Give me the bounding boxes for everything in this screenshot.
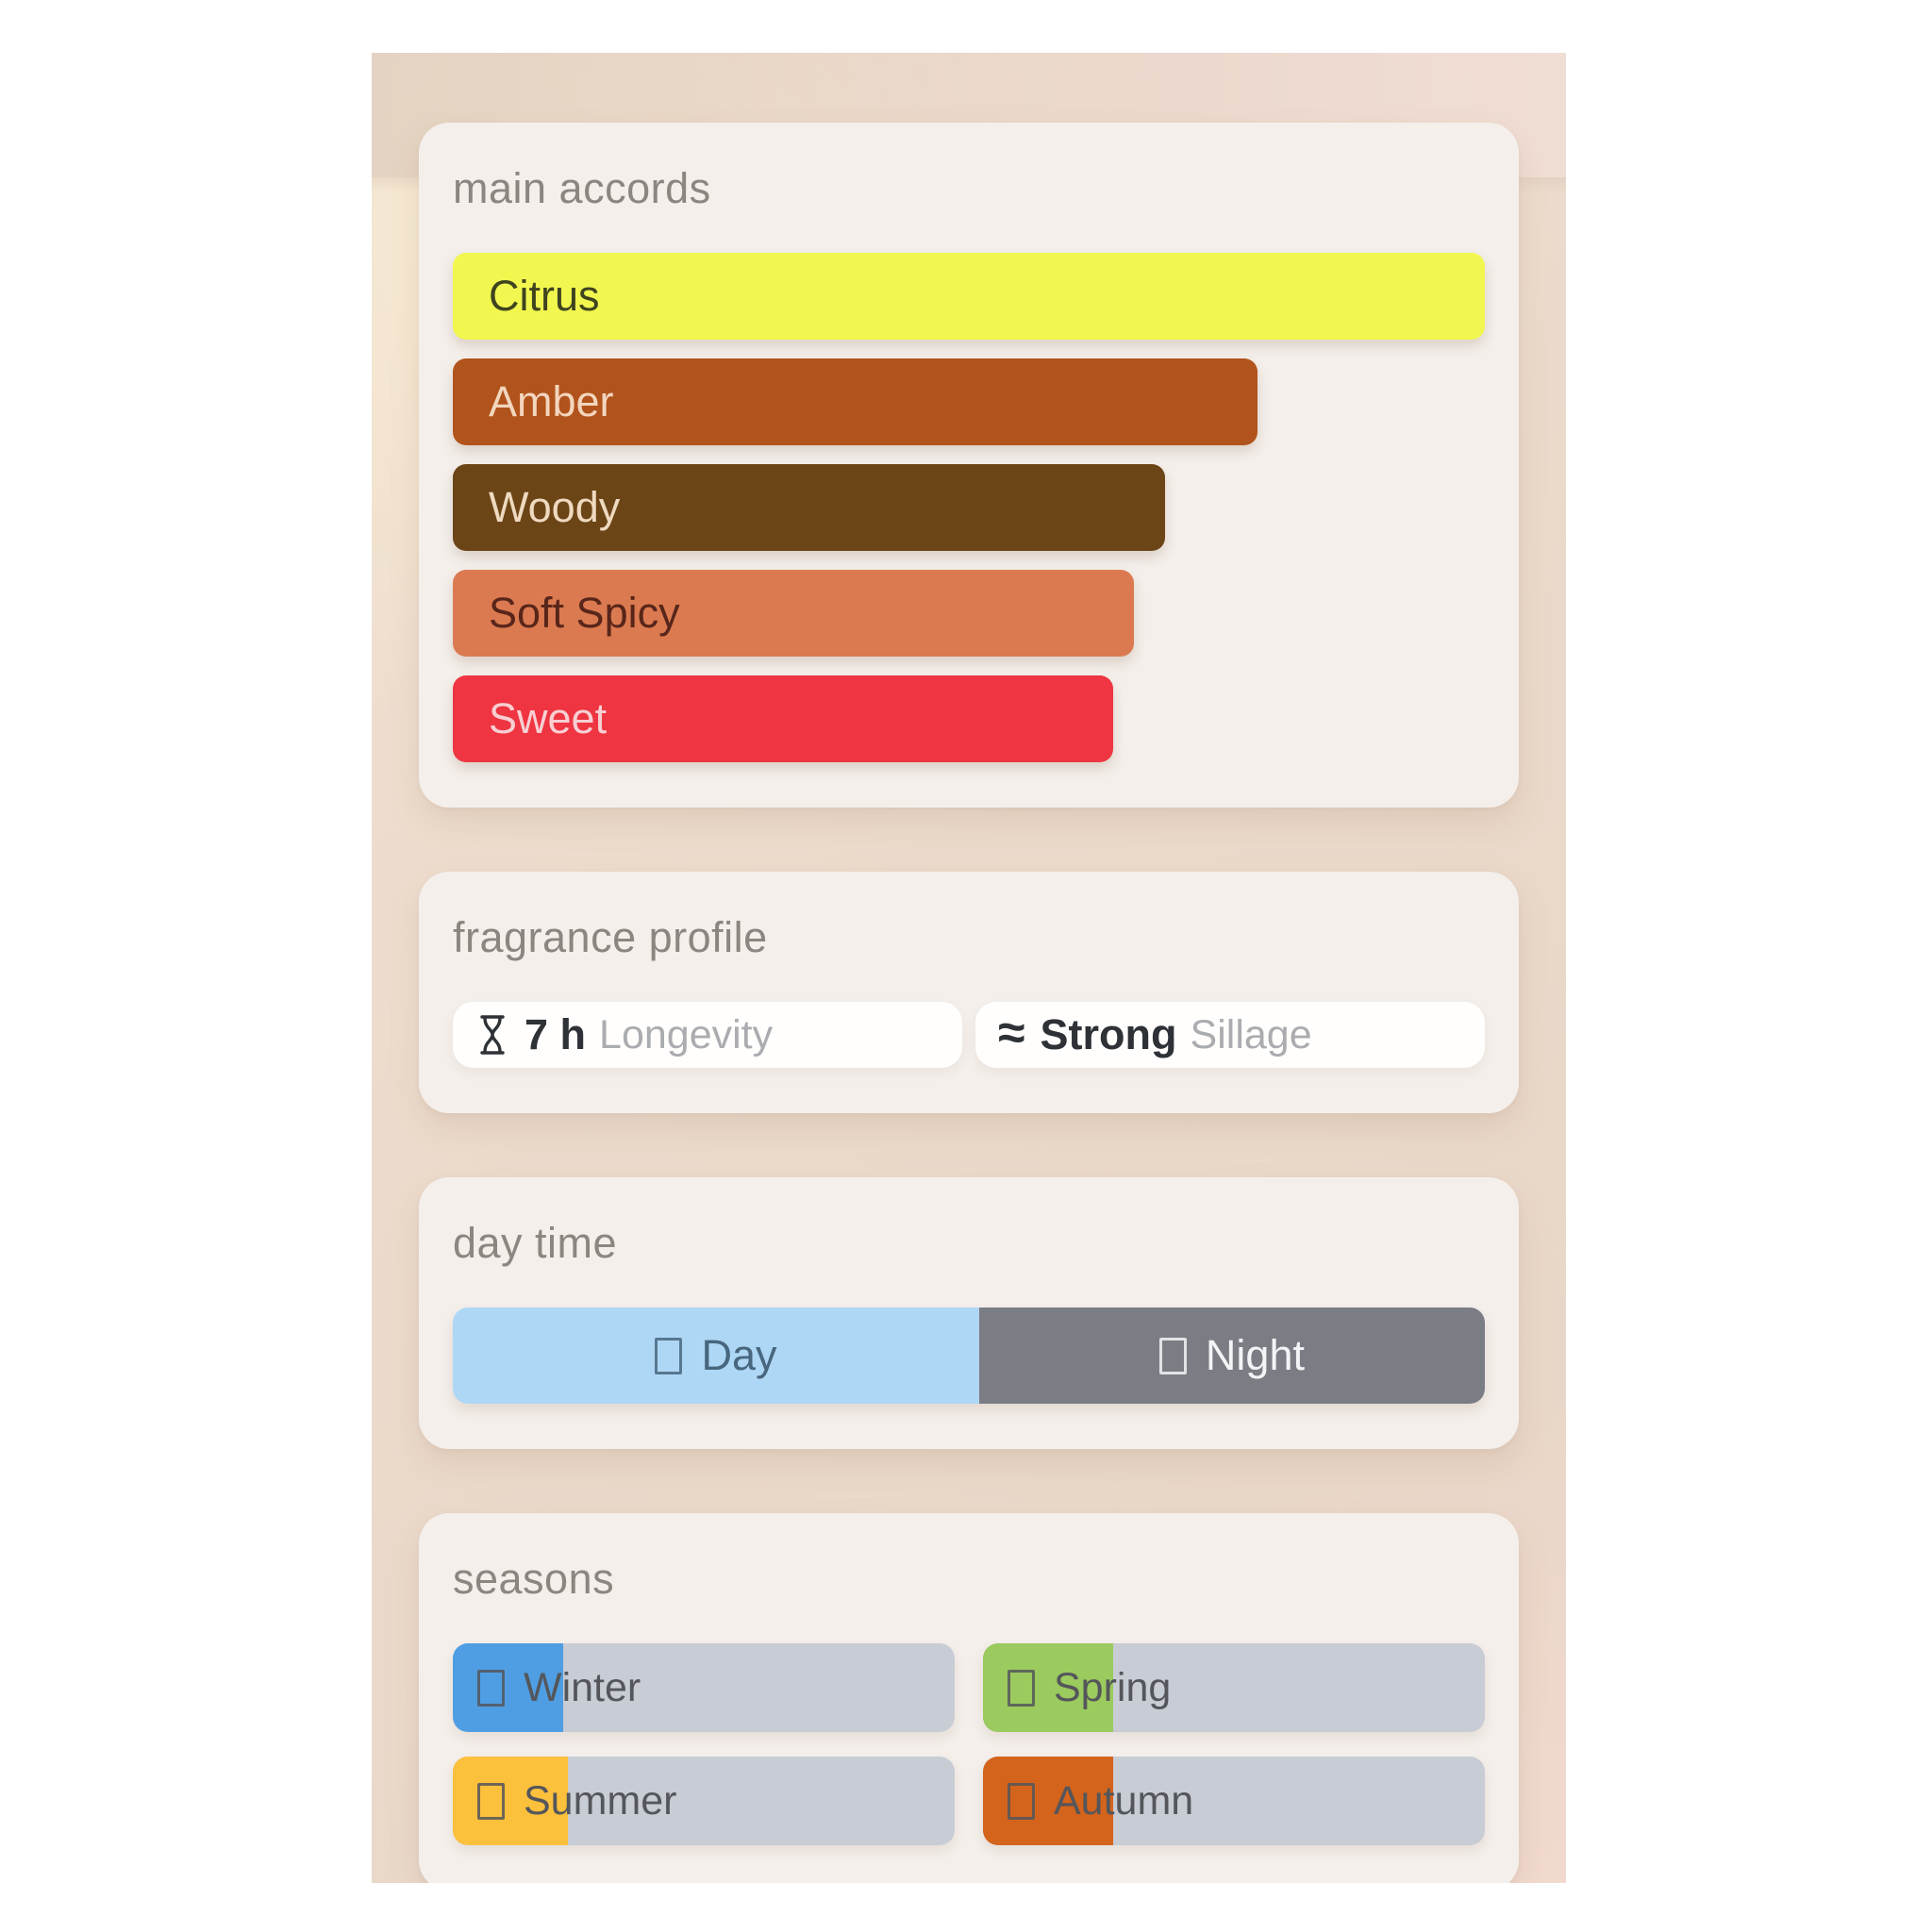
longevity-value: 7 h <box>525 1010 587 1058</box>
night-icon-missing-glyph <box>1158 1337 1187 1374</box>
longevity-label: Longevity <box>599 1011 774 1058</box>
main-accords-card: main accords Citrus Amber Woody Soft Spi… <box>419 123 1519 808</box>
summer-label: Summer <box>524 1777 677 1824</box>
accord-bar-list: Citrus Amber Woody Soft Spicy Sweet <box>453 253 1485 762</box>
day-time-title: day time <box>453 1219 618 1267</box>
app-content: main accords Citrus Amber Woody Soft Spi… <box>372 53 1566 1883</box>
fragrance-profile-title: fragrance profile <box>453 913 768 961</box>
winter-label: Winter <box>524 1664 641 1710</box>
sillage-waves-icon: ≈ <box>998 1006 1025 1060</box>
night-segment[interactable]: Night <box>978 1307 1485 1404</box>
day-label: Day <box>701 1331 777 1379</box>
winter-fill <box>453 1643 564 1732</box>
fragrance-profile-card: fragrance profile 7 h Longevity ≈ <box>419 872 1519 1113</box>
summer-icon-missing-glyph <box>477 1782 505 1820</box>
app-background: main accords Citrus Amber Woody Soft Spi… <box>372 53 1566 1883</box>
spring-label: Spring <box>1054 1664 1172 1710</box>
spring-fill <box>983 1643 1114 1732</box>
day-icon-missing-glyph <box>655 1337 683 1374</box>
autumn-fill <box>983 1757 1114 1845</box>
autumn-icon-missing-glyph <box>1008 1782 1035 1820</box>
season-bar-spring[interactable]: Spring <box>983 1643 1485 1732</box>
seasons-title: seasons <box>453 1555 615 1603</box>
accord-label: Citrus <box>489 272 600 320</box>
autumn-label: Autumn <box>1054 1777 1194 1824</box>
day-segment[interactable]: Day <box>453 1307 979 1404</box>
longevity-chip[interactable]: 7 h Longevity <box>453 1002 962 1068</box>
season-bar-winter[interactable]: Winter <box>453 1643 955 1732</box>
accord-bar-amber[interactable]: Amber <box>453 358 1258 445</box>
day-time-card: day time Day Night <box>419 1177 1519 1449</box>
sillage-chip[interactable]: ≈ Strong Sillage <box>975 1002 1485 1068</box>
season-bar-summer[interactable]: Summer <box>453 1757 955 1845</box>
accord-bar-citrus[interactable]: Citrus <box>453 253 1485 340</box>
sillage-label: Sillage <box>1190 1011 1312 1058</box>
seasons-card: seasons Winter Spring <box>419 1513 1519 1883</box>
summer-fill <box>453 1757 569 1845</box>
accord-bar-woody[interactable]: Woody <box>453 464 1165 551</box>
accord-label: Woody <box>489 483 621 531</box>
hourglass-icon <box>475 1013 509 1057</box>
accord-bar-sweet[interactable]: Sweet <box>453 675 1114 762</box>
profile-chip-row: 7 h Longevity ≈ Strong Sillage <box>453 1002 1485 1068</box>
day-night-split-bar: Day Night <box>453 1307 1485 1404</box>
season-bar-autumn[interactable]: Autumn <box>983 1757 1485 1845</box>
spring-icon-missing-glyph <box>1008 1669 1035 1707</box>
main-accords-title: main accords <box>453 164 711 212</box>
accord-label: Amber <box>489 377 614 425</box>
accord-bar-soft-spicy[interactable]: Soft Spicy <box>453 570 1135 657</box>
winter-icon-missing-glyph <box>477 1669 505 1707</box>
accord-label: Soft Spicy <box>489 589 680 637</box>
seasons-grid: Winter Spring Summer <box>453 1643 1485 1845</box>
sillage-value: Strong <box>1040 1010 1177 1058</box>
night-label: Night <box>1205 1331 1305 1379</box>
accord-label: Sweet <box>489 694 608 742</box>
